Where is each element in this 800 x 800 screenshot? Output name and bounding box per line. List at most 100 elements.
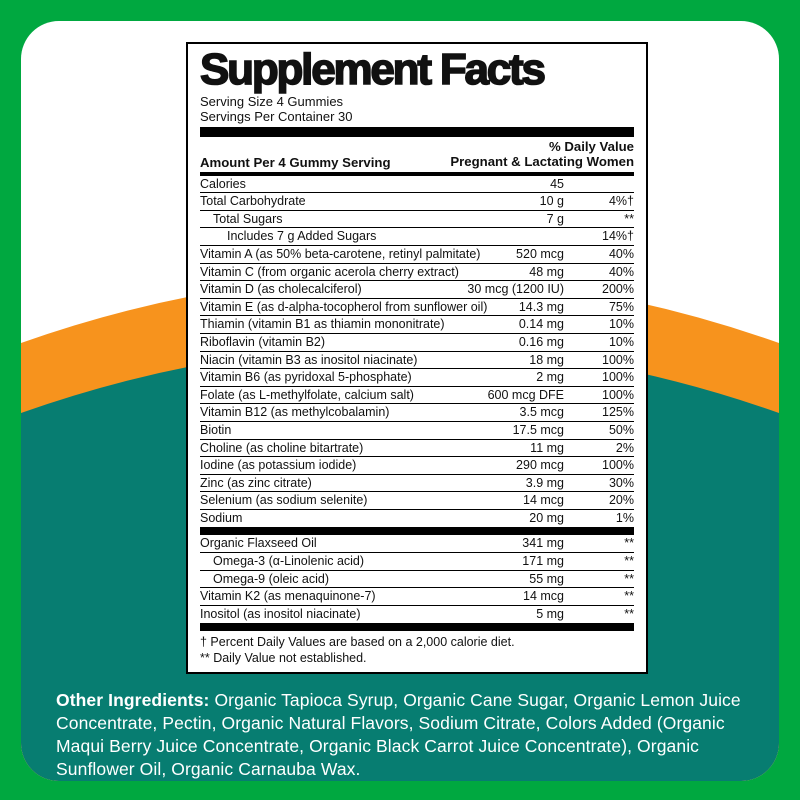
nutrient-amount: 17.5 mcg [512, 422, 564, 437]
nutrient-name: Sodium [200, 510, 243, 525]
section-divider-bar [200, 527, 634, 536]
nutrient-daily-value: 14%† [602, 229, 634, 244]
serving-size: Serving Size 4 Gummies [200, 93, 344, 109]
table-row: Vitamin D (as cholecalciferol) 30 mcg (12… [200, 281, 634, 299]
nutrient-daily-value: ** [624, 571, 634, 586]
panel-title: Supplement Facts [199, 45, 547, 94]
other-ingredients-text: Organic Tapioca Syrup, Organic Cane Suga… [56, 690, 741, 779]
table-row: Omega-9 (oleic acid) 55 mg ** [200, 571, 634, 589]
nutrient-daily-value: ** [624, 606, 634, 621]
nutrient-amount: 55 mg [529, 571, 564, 586]
nutrient-daily-value: 100% [602, 387, 634, 402]
nutrient-amount: 600 mcg DFE [487, 387, 564, 402]
table-row: Vitamin B6 (as pyridoxal 5-phosphate) 2 m… [200, 369, 634, 387]
nutrient-name: Zinc (as zinc citrate) [200, 475, 312, 490]
table-row: Vitamin C (from organic acerola cherry e… [200, 264, 634, 282]
nutrient-amount: 3.5 mcg [519, 405, 564, 420]
nutrient-daily-value: 30% [608, 475, 634, 490]
nutrient-name: Choline (as choline bitartrate) [200, 440, 364, 455]
nutrient-daily-value: 75% [608, 299, 634, 314]
table-row: Includes 7 g Added Sugars 14%† [200, 228, 634, 246]
nutrient-name: Total Carbohydrate [200, 194, 306, 209]
nutrient-name: Vitamin D (as cholecalciferol) [200, 282, 362, 297]
nutrient-name: Inositol (as inositol niacinate) [200, 606, 361, 621]
divider-thick-top [200, 127, 634, 138]
nutrient-name: Vitamin B12 (as methylcobalamin) [200, 405, 390, 420]
nutrient-amount: 3.9 mg [525, 475, 564, 490]
table-row: Sodium 20 mg 1% [200, 510, 634, 528]
nutrient-name: Folate (as L-methylfolate, calcium salt) [200, 387, 414, 402]
nutrient-name: Vitamin C (from organic acerola cherry e… [200, 264, 459, 279]
nutrient-amount: 14.3 mg [518, 299, 564, 314]
table-row: Vitamin E (as d-alpha-tocopherol from su… [200, 299, 634, 317]
nutrient-name: Iodine (as potassium iodide) [200, 458, 357, 473]
table-row: Selenium (as sodium selenite) 14 mcg 20% [200, 492, 634, 510]
nutrient-amount: 14 mcg [523, 589, 564, 604]
other-ingredients-paragraph: Other Ingredients: Organic Tapioca Syrup… [56, 689, 750, 781]
nutrient-amount: 0.14 mg [518, 317, 564, 332]
table-row: Biotin 17.5 mcg 50% [200, 422, 634, 440]
nutrient-name: Biotin [200, 422, 232, 437]
nutrient-daily-value: 40% [608, 246, 634, 261]
nutrient-daily-value: 100% [602, 458, 634, 473]
table-row: Calories 45 [200, 176, 634, 194]
table-row: Total Sugars 7 g ** [200, 211, 634, 229]
nutrient-name: Vitamin B6 (as pyridoxal 5-phosphate) [200, 370, 412, 385]
nutrient-daily-value: 10% [608, 317, 634, 332]
footnote-dv-not-established: ** Daily Value not established. [200, 650, 367, 665]
nutrient-daily-value: 100% [602, 352, 634, 367]
nutrient-name: Vitamin E (as d-alpha-tocopherol from su… [200, 299, 488, 314]
table-row: Zinc (as zinc citrate) 3.9 mg 30% [200, 475, 634, 493]
nutrient-name: Thiamin (vitamin B1 as thiamin mononitra… [200, 317, 445, 332]
nutrient-amount: 18 mg [529, 352, 564, 367]
nutrient-amount: 290 mcg [516, 458, 564, 473]
nutrient-amount: 10 g [539, 194, 564, 209]
daily-value-header-line1: % Daily Value [548, 139, 634, 155]
nutrient-daily-value: 50% [608, 422, 634, 437]
nutrient-name: Omega-3 (α-Linolenic acid) [213, 554, 365, 569]
nutrient-daily-value: ** [624, 554, 634, 569]
nutrient-amount: 5 mg [536, 606, 564, 621]
nutrient-daily-value: 20% [608, 493, 634, 508]
daily-value-header-line2: Pregnant & Lactating Women [450, 153, 634, 169]
nutrient-amount: 20 mg [529, 510, 564, 525]
nutrient-daily-value: ** [624, 589, 634, 604]
table-row: Vitamin B12 (as methylcobalamin) 3.5 mcg 1… [200, 404, 634, 422]
nutrient-daily-value: ** [624, 211, 634, 226]
daily-value-column-header: % Daily Value Pregnant & Lactating Women [450, 139, 634, 170]
table-row: Inositol (as inositol niacinate) 5 mg ** [200, 606, 634, 624]
footnotes: † Percent Daily Values are based on a 2,… [200, 635, 634, 666]
table-row: Organic Flaxseed Oil 341 mg ** [200, 535, 634, 554]
nutrient-amount: 341 mg [522, 536, 564, 551]
supplement-facts-panel: Supplement Facts Serving Size 4 Gummies … [186, 42, 648, 675]
nutrient-amount: 520 mcg [516, 246, 564, 261]
nutrient-amount: 7 g [546, 211, 564, 226]
nutrient-daily-value: 2% [615, 440, 634, 455]
table-row: Total Carbohydrate 10 g 4%† [200, 193, 634, 211]
nutrient-daily-value: 100% [602, 370, 634, 385]
nutrient-name: Vitamin K2 (as menaquinone-7) [200, 589, 376, 604]
nutrient-name: Calories [200, 176, 246, 191]
table-row: Vitamin K2 (as menaquinone-7) 14 mcg ** [200, 588, 634, 606]
nutrient-name: Total Sugars [213, 211, 283, 226]
label-inner-panel: Supplement Facts Serving Size 4 Gummies … [21, 21, 779, 781]
nutrient-name: Vitamin A (as 50% beta-carotene, retinyl… [200, 246, 481, 261]
nutrient-amount: 2 mg [536, 370, 564, 385]
table-row: Thiamin (vitamin B1 as thiamin mononitra… [200, 316, 634, 334]
table-row: Folate (as L-methylfolate, calcium salt)… [200, 387, 634, 405]
nutrient-daily-value: 200% [602, 282, 634, 297]
nutrient-daily-value: ** [624, 536, 634, 551]
nutrient-daily-value: 125% [602, 405, 634, 420]
amount-column-header: Amount Per 4 Gummy Serving [200, 154, 391, 170]
nutrient-name: Riboflavin (vitamin B2) [200, 334, 326, 349]
table-row: Omega-3 (α-Linolenic acid) 171 mg ** [200, 553, 634, 571]
table-row: Choline (as choline bitartrate) 11 mg 2% [200, 440, 634, 458]
table-column-headers: Amount Per 4 Gummy Serving % Daily Value… [200, 139, 634, 170]
nutrient-name: Selenium (as sodium selenite) [200, 493, 368, 508]
nutrient-amount: 171 mg [522, 554, 564, 569]
nutrient-daily-value: 4%† [608, 194, 634, 209]
nutrient-amount: 14 mcg [523, 493, 564, 508]
footnote-daily-values: † Percent Daily Values are based on a 2,… [200, 635, 515, 650]
nutrient-name: Omega-9 (oleic acid) [213, 571, 330, 586]
servings-per-container: Servings Per Container 30 [200, 108, 353, 124]
